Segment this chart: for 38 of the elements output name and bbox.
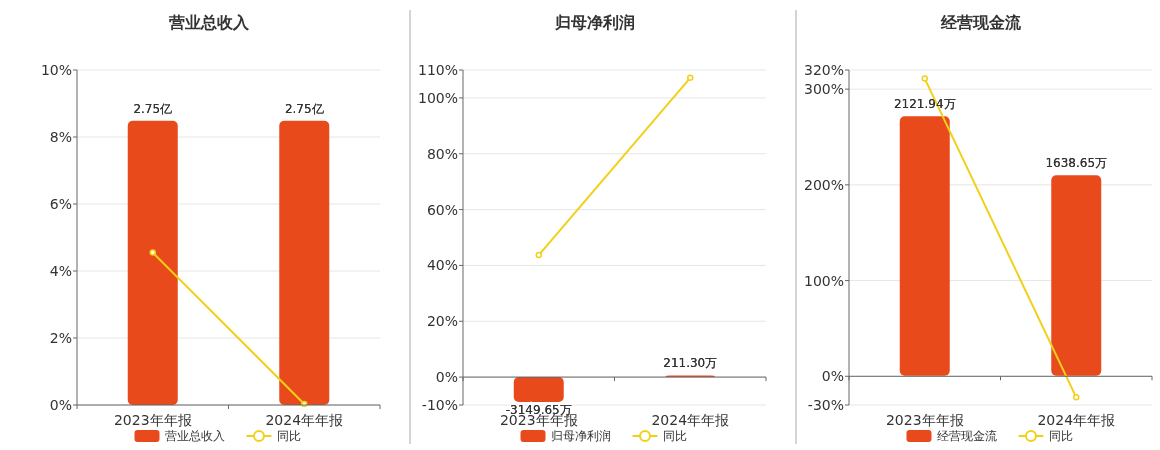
y-tick-label: 4% bbox=[49, 263, 72, 279]
y-tick-label: 10% bbox=[40, 62, 72, 78]
y-tick-label: 300% bbox=[803, 81, 844, 98]
chart-title: 经营现金流 bbox=[939, 13, 1022, 32]
data-label: 1638.65万 bbox=[1045, 156, 1108, 171]
y-tick-label: 100% bbox=[803, 272, 844, 289]
y-tick-label: 60% bbox=[426, 201, 458, 218]
legend-label: 经营现金流 bbox=[936, 429, 997, 443]
y-tick-label: 20% bbox=[426, 313, 458, 330]
legend-label: 营业总收入 bbox=[164, 429, 225, 443]
y-tick-label: 8% bbox=[49, 129, 72, 145]
x-tick-label: 2024年年报 bbox=[651, 412, 730, 428]
data-label: 2.75亿 bbox=[133, 101, 173, 116]
y-tick-label: 100% bbox=[417, 89, 458, 106]
x-tick-label: 2023年年报 bbox=[113, 412, 192, 428]
y-tick-label: 40% bbox=[426, 257, 458, 274]
y-tick-label: 2% bbox=[49, 330, 72, 346]
y-tick-label: 0% bbox=[49, 397, 72, 413]
legend-label: 同比 bbox=[662, 429, 687, 443]
chart-title: 归母净利润 bbox=[553, 13, 635, 32]
legend-label: 同比 bbox=[276, 429, 301, 443]
legend-label: 归母净利润 bbox=[550, 429, 611, 443]
y-tick-label: 110% bbox=[417, 62, 458, 78]
y-tick-label: 0% bbox=[821, 368, 844, 385]
y-tick-label: -30% bbox=[807, 397, 844, 413]
y-tick-label: 6% bbox=[49, 196, 72, 212]
x-tick-label: 2024年年报 bbox=[265, 412, 344, 428]
y-tick-label: 200% bbox=[803, 176, 844, 193]
y-tick-label: -10% bbox=[421, 397, 458, 413]
legend-label: 同比 bbox=[1048, 429, 1073, 443]
y-tick-label: 0% bbox=[435, 369, 458, 386]
data-label: 211.30万 bbox=[663, 356, 718, 371]
x-tick-label: 2023年年报 bbox=[885, 412, 964, 428]
y-tick-label: 320% bbox=[803, 62, 844, 78]
chart-title: 营业总收入 bbox=[167, 13, 250, 32]
y-tick-label: 80% bbox=[426, 145, 458, 162]
x-tick-label: 2024年年报 bbox=[1037, 412, 1116, 428]
data-label: 2.75亿 bbox=[284, 101, 324, 116]
